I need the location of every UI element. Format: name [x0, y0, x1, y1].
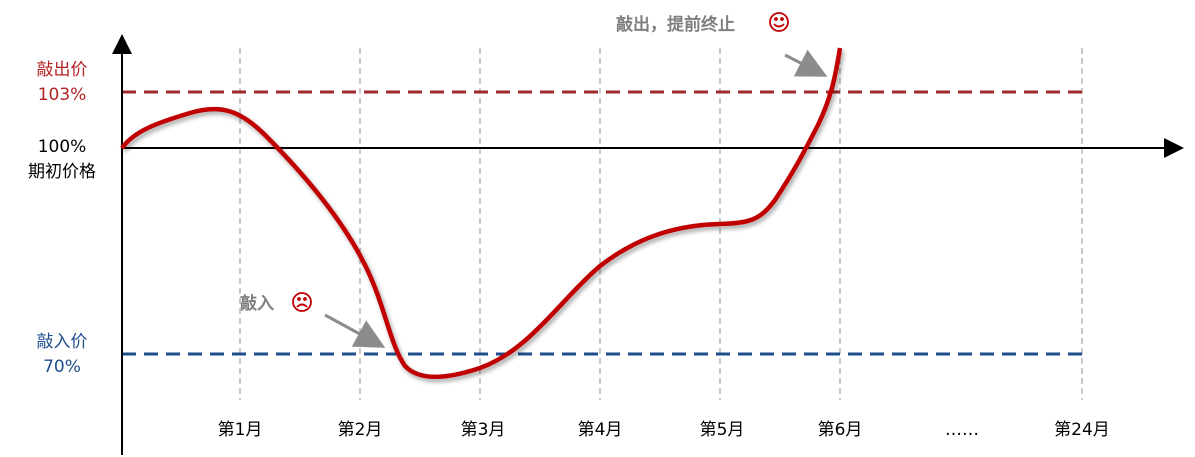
initial-level: 100% — [38, 137, 87, 157]
knock-out-name: 敲出价 — [37, 60, 88, 80]
month-label: 第24月 — [1054, 420, 1110, 440]
month-label: 第3月 — [461, 420, 506, 440]
month-label: 第2月 — [338, 420, 383, 440]
knock-out-annotation: 敲出，提前终止 — [616, 14, 735, 35]
month-label: …… — [945, 420, 979, 440]
knock-out-level: 103% — [38, 85, 87, 105]
frown-icon — [292, 292, 312, 312]
month-label: 第6月 — [818, 420, 863, 440]
knock-in-name: 敲入价 — [37, 332, 88, 352]
knock-in-arrow — [324, 313, 386, 348]
month-label: 第5月 — [700, 420, 745, 440]
knock-in-level: 70% — [43, 357, 81, 377]
smile-icon — [769, 12, 789, 32]
initial-name: 期初价格 — [28, 162, 96, 182]
month-gridlines — [239, 48, 1083, 400]
knock-out-arrow — [784, 49, 828, 77]
month-label: 第1月 — [218, 420, 263, 440]
knock-in-annotation: 敲入 — [240, 293, 274, 314]
month-label: 第4月 — [578, 420, 623, 440]
month-labels: 第1月 第2月 第3月 第4月 第5月 第6月 …… 第24月 — [218, 420, 1110, 440]
price-curve — [120, 47, 843, 379]
